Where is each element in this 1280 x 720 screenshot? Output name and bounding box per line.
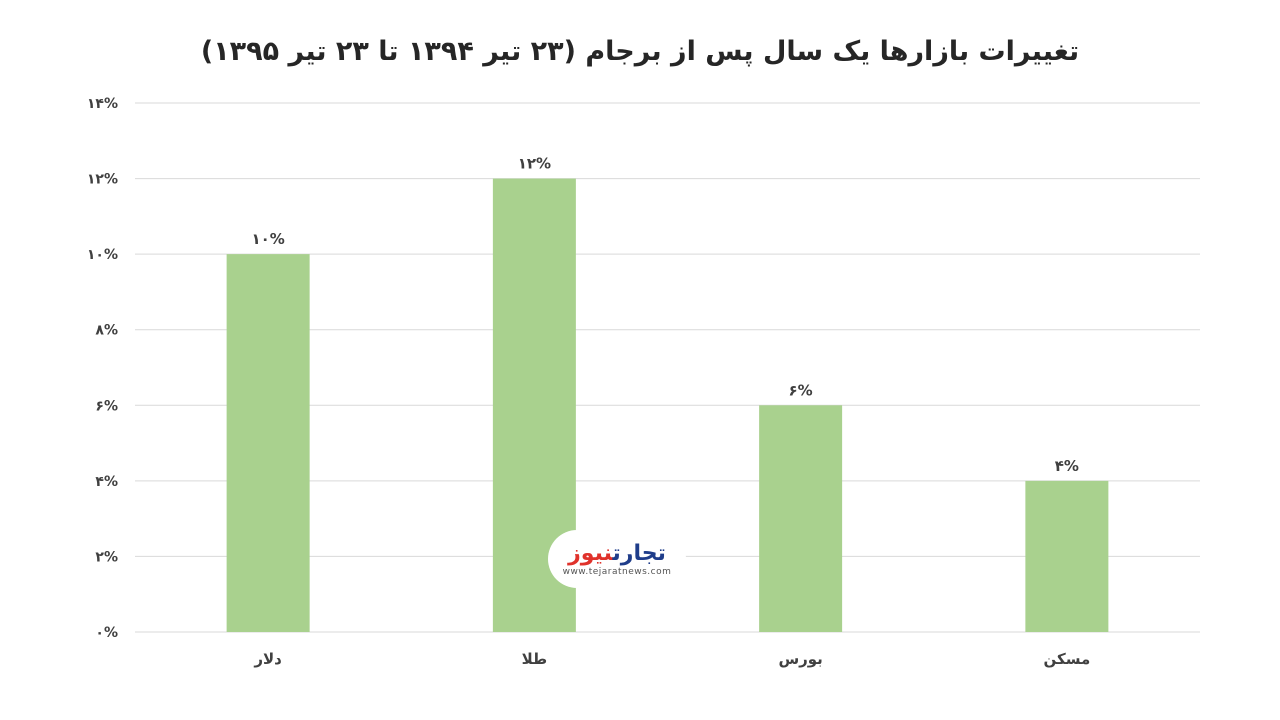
x-tick-label: بورس [778, 650, 822, 668]
tejaratnews-logo: تجارتنیوز www.tejaratnews.com [548, 530, 686, 588]
logo-name: تجارتنیوز [568, 540, 666, 566]
x-tick-label: مسکن [1043, 650, 1090, 668]
y-tick-label: ۴% [95, 474, 118, 490]
y-tick-label: ۲% [95, 549, 118, 565]
bar [759, 405, 843, 632]
x-tick-label: طلا [522, 650, 548, 668]
y-tick-label: ۶% [95, 398, 118, 414]
data-label: ۱۲% [518, 155, 551, 173]
bar [1025, 480, 1109, 632]
y-tick-label: ۱۲% [87, 172, 118, 188]
data-label: ۶% [789, 381, 813, 399]
data-label: ۴% [1055, 457, 1079, 475]
y-tick-label: ۸% [95, 323, 118, 339]
y-tick-label: ۱۰% [87, 247, 118, 263]
bar [226, 254, 310, 632]
x-tick-label: دلار [253, 650, 282, 668]
logo-name-part2: نیوز [568, 540, 613, 566]
logo-name-part1: تجارت [612, 540, 666, 566]
y-tick-label: ۰% [95, 625, 118, 641]
chart-title: تغییرات بازارها یک سال پس از برجام (۲۳ ت… [200, 36, 1080, 67]
logo-url: www.tejaratnews.com [562, 566, 672, 577]
data-label: ۱۰% [251, 230, 284, 248]
y-tick-label: ۱۴% [87, 96, 118, 112]
